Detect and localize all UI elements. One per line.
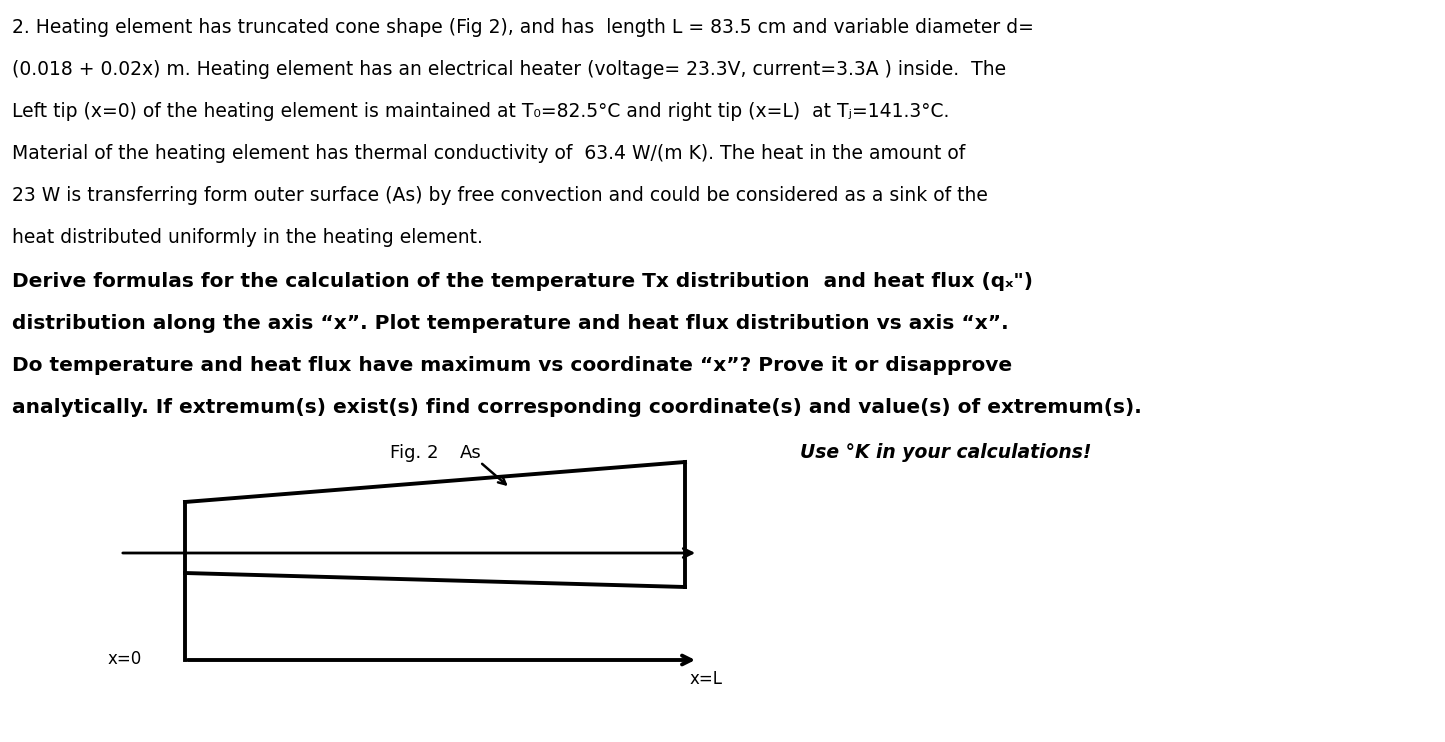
Text: As: As — [460, 444, 481, 462]
Text: heat distributed uniformly in the heating element.: heat distributed uniformly in the heatin… — [12, 228, 483, 247]
Text: 23 W is transferring form outer surface (As) by free convection and could be con: 23 W is transferring form outer surface … — [12, 186, 988, 205]
Text: x=L: x=L — [691, 670, 722, 688]
Text: Fig. 2: Fig. 2 — [390, 444, 438, 462]
Text: Left tip (x=0) of the heating element is maintained at T₀=82.5°C and right tip (: Left tip (x=0) of the heating element is… — [12, 102, 949, 121]
Text: Material of the heating element has thermal conductivity of  63.4 W/(m K). The h: Material of the heating element has ther… — [12, 144, 965, 163]
Text: distribution along the axis “x”. Plot temperature and heat flux distribution vs : distribution along the axis “x”. Plot te… — [12, 314, 1009, 333]
Text: Use °K in your calculations!: Use °K in your calculations! — [801, 443, 1091, 462]
Text: (0.018 + 0.02x) m. Heating element has an electrical heater (voltage= 23.3V, cur: (0.018 + 0.02x) m. Heating element has a… — [12, 60, 1006, 79]
Text: x=0: x=0 — [108, 650, 142, 668]
Text: Derive formulas for the calculation of the temperature Tx distribution  and heat: Derive formulas for the calculation of t… — [12, 272, 1033, 291]
Text: 2. Heating element has truncated cone shape (Fig 2), and has  length L = 83.5 cm: 2. Heating element has truncated cone sh… — [12, 18, 1033, 37]
Text: Do temperature and heat flux have maximum vs coordinate “x”? Prove it or disappr: Do temperature and heat flux have maximu… — [12, 356, 1011, 375]
Text: analytically. If extremum(s) exist(s) find corresponding coordinate(s) and value: analytically. If extremum(s) exist(s) fi… — [12, 398, 1142, 417]
